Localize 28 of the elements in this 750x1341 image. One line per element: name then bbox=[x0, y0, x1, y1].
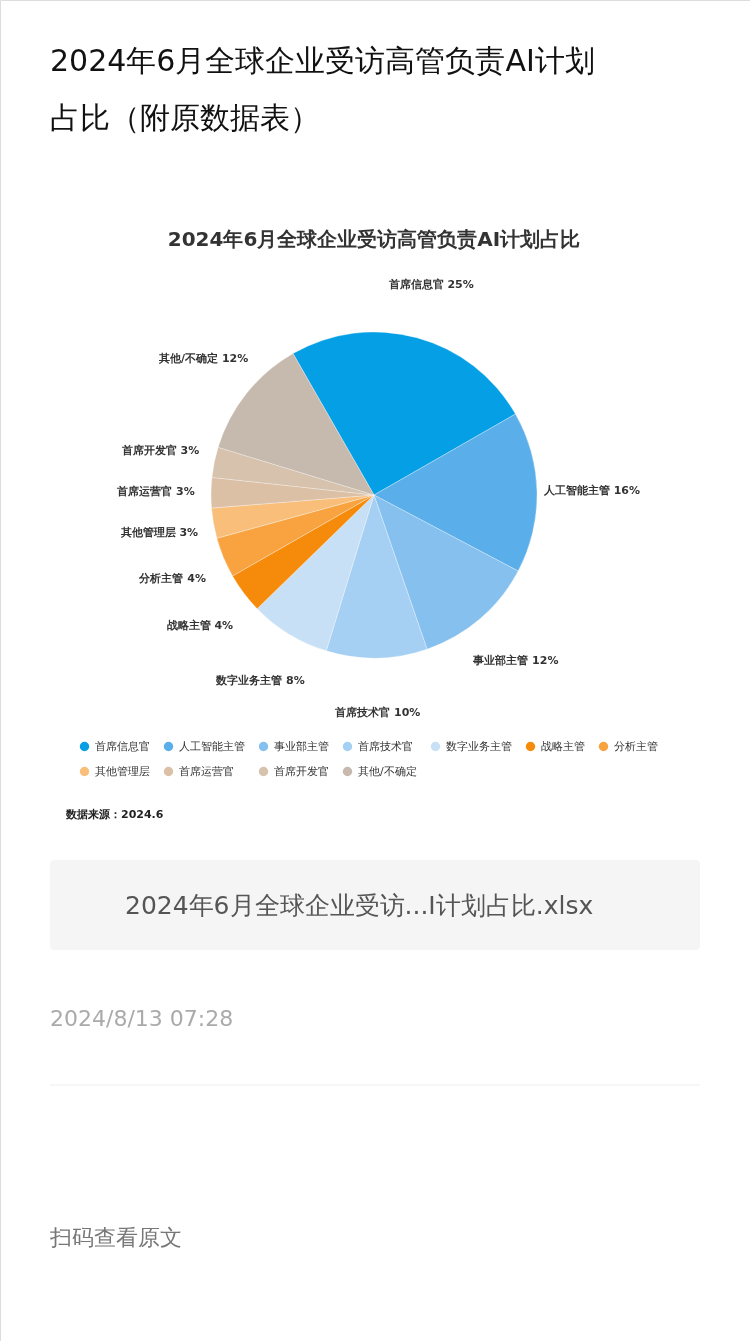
category-label: 其他管理层 3% bbox=[120, 525, 199, 539]
category-label: 首席开发官 3% bbox=[121, 444, 200, 458]
category-label: 其他/不确定 12% bbox=[159, 351, 249, 365]
legend-label: 首席信息官 bbox=[95, 739, 150, 753]
legend-label: 首席运营官 bbox=[179, 764, 234, 778]
category-label: 战略主管 4% bbox=[166, 619, 234, 633]
legend-label: 分析主管 bbox=[614, 739, 658, 753]
category-label: 分析主管 4% bbox=[139, 571, 206, 585]
text: 2024年6月全球企业受访...I计划占比.xlsx bbox=[125, 891, 594, 920]
category-label: 首席信息官 25% bbox=[388, 277, 474, 291]
legend-label: 数字业务主管 bbox=[446, 739, 512, 753]
legend-label: 首席开发官 bbox=[274, 764, 329, 778]
legend-label: 人工智能主管 bbox=[179, 739, 245, 753]
source-note: 数据来源：2024.6 bbox=[65, 808, 164, 821]
category-label: 人工智能主管 16% bbox=[543, 484, 641, 498]
category-label: 首席运营官 3% bbox=[117, 484, 195, 498]
legend-label: 战略主管 bbox=[541, 739, 585, 753]
legend-label: 首席技术官 bbox=[358, 739, 413, 753]
legend-label: 事业部主管 bbox=[274, 739, 329, 753]
legend-label: 其他/不确定 bbox=[358, 764, 417, 778]
text: 扫码查看原文 bbox=[49, 1225, 182, 1250]
legend-label: 其他管理层 bbox=[95, 764, 150, 778]
category-label: 首席技术官 10% bbox=[335, 705, 421, 719]
chart-subtitle: 2024年6月全球企业受访高管负责AI计划占比 bbox=[167, 227, 581, 251]
chart-title: 2024年6月全球企业受访高管负责AI计划占比（附原数据表） bbox=[50, 43, 595, 135]
category-label: 事业部主管 12% bbox=[473, 653, 559, 667]
text: 2024/8/13 07:28 bbox=[50, 1006, 234, 1031]
category-label: 数字业务主管 8% bbox=[216, 674, 305, 688]
